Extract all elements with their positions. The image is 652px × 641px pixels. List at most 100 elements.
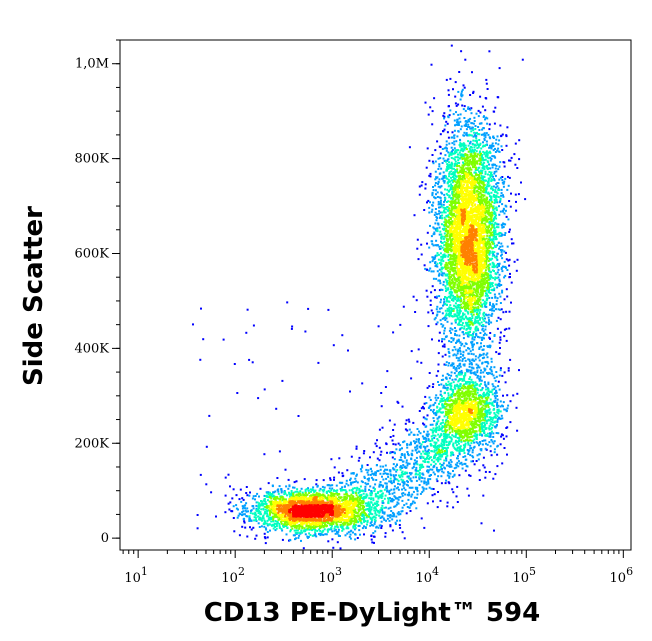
event-dot [469, 454, 472, 457]
event-dot [497, 143, 500, 146]
event-dot [440, 245, 443, 248]
event-dot [244, 526, 247, 529]
event-dot [450, 146, 453, 149]
event-dot [432, 270, 435, 273]
event-dot [422, 450, 425, 453]
event-dot [196, 514, 199, 516]
event-dot [419, 457, 422, 460]
event-dot [438, 310, 441, 313]
event-dot [488, 234, 491, 237]
event-dot [494, 167, 497, 170]
event-dot [480, 522, 483, 525]
event-dot [445, 175, 447, 178]
event-dot [440, 298, 442, 301]
event-dot [447, 238, 450, 241]
event-dot [397, 488, 400, 491]
event-dot [392, 429, 395, 431]
event-dot [499, 369, 502, 372]
event-dot [479, 371, 482, 374]
event-dot [337, 520, 340, 523]
event-dot [471, 449, 474, 452]
event-dot [446, 244, 449, 247]
event-dot [374, 520, 377, 523]
event-dot [415, 460, 418, 463]
event-dot [319, 525, 321, 527]
event-dot [432, 189, 435, 192]
event-dot [372, 473, 375, 476]
event-dot [506, 407, 509, 410]
event-dot [450, 200, 453, 203]
event-dot [450, 281, 453, 284]
event-dot [364, 488, 367, 491]
event-dot [426, 386, 429, 389]
event-dot [460, 440, 463, 443]
event-dot [450, 322, 453, 325]
event-dot [488, 416, 491, 419]
event-dot [492, 303, 495, 306]
event-dot [427, 481, 430, 484]
event-dot [205, 445, 208, 448]
event-dot [443, 117, 446, 120]
event-dot [425, 402, 428, 404]
event-dot [363, 475, 366, 478]
event-dot [503, 260, 506, 263]
event-dot [438, 210, 441, 213]
event-dot [455, 354, 458, 357]
event-dot [494, 386, 497, 389]
event-dot [478, 396, 481, 399]
event-dot [498, 213, 501, 216]
event-dot [397, 474, 400, 477]
event-dot [448, 300, 451, 303]
event-dot [374, 442, 377, 445]
event-dot [445, 441, 448, 444]
event-dot [502, 207, 505, 210]
event-dot [488, 411, 491, 414]
event-dot [242, 498, 245, 501]
event-dot [489, 344, 492, 347]
event-dot [438, 279, 441, 282]
event-dot [374, 519, 377, 522]
event-dot [288, 493, 291, 496]
event-dot [445, 455, 448, 458]
event-dot [410, 495, 413, 498]
event-dot [446, 122, 449, 125]
event-dot [428, 211, 431, 214]
event-dot [433, 258, 436, 260]
event-dot [474, 432, 477, 435]
event-dot [509, 272, 511, 275]
event-dot [292, 534, 295, 537]
event-dot [407, 477, 410, 480]
event-dot [443, 147, 446, 150]
event-dot [449, 209, 452, 212]
event-dot [503, 408, 506, 411]
event-dot [474, 319, 477, 322]
event-dot [252, 324, 255, 327]
event-dot [243, 520, 246, 523]
event-dot [498, 283, 501, 286]
event-dot [210, 491, 213, 494]
event-dot [499, 336, 502, 339]
event-dot [287, 478, 290, 481]
event-dot [479, 305, 482, 308]
event-dot [445, 224, 448, 226]
event-dot [453, 315, 456, 318]
event-dot [380, 405, 383, 408]
event-dot [406, 444, 409, 446]
event-dot [427, 311, 430, 314]
event-dot [493, 334, 496, 336]
event-dot [441, 374, 444, 377]
event-dot [341, 481, 344, 484]
event-dot [249, 519, 252, 522]
event-dot [481, 289, 484, 292]
event-dot [480, 354, 483, 357]
event-dot [503, 180, 506, 183]
event-dot [474, 309, 477, 312]
event-dot [396, 469, 399, 471]
event-dot [444, 316, 446, 319]
event-dot [411, 502, 414, 505]
event-dot [229, 485, 231, 488]
event-dot [497, 316, 500, 319]
event-dot [448, 207, 451, 210]
event-dot [448, 105, 450, 108]
event-dot [512, 394, 515, 397]
